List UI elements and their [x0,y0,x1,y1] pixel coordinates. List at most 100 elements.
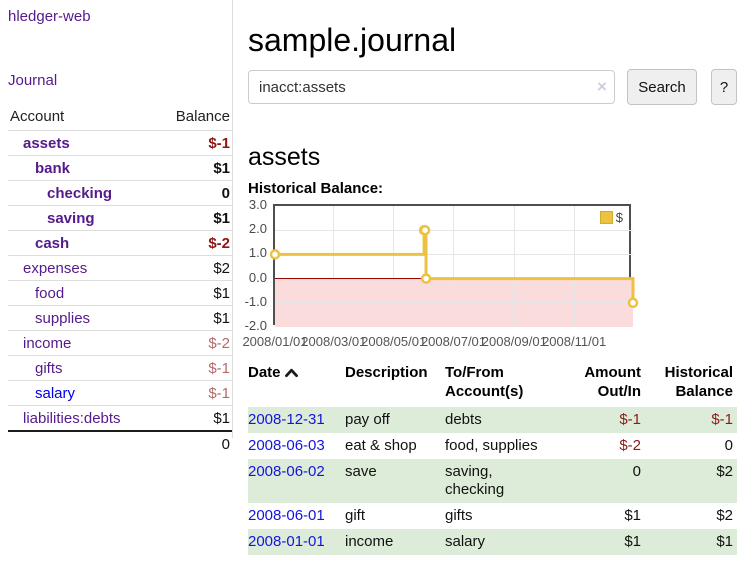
grid-vline [333,206,335,327]
account-link-salary[interactable]: salary [35,385,76,402]
chart-title: Historical Balance: [248,180,384,197]
transaction-balance-cell: $1 [645,529,737,555]
account-balance: $1 [213,210,230,227]
y-axis-tick-label: 3.0 [248,197,267,212]
sidebar-item-journal[interactable]: Journal [8,72,58,89]
transaction-accounts-cell: gifts [445,507,473,524]
transaction-date-link-cell: 2008-01-01 [248,529,345,555]
sort-ascending-icon [284,368,298,378]
transaction-date-link-cell: 2008-06-03 [248,433,345,459]
transaction-amount-cell: $-2 [619,437,641,454]
account-balance: 0 [221,185,230,202]
data-point-marker [269,249,281,260]
account-balance: $-1 [208,385,230,402]
transaction-description-cell: save [345,459,445,503]
historical-balance-chart: 3.0 2.0 1.0 0.0 -1.0 -2.0 2008/01/01 2008/03/01… [242,197,639,349]
account-row: gifts $-1 [8,355,232,380]
account-balance: $2 [213,260,230,277]
grid-hline [275,229,633,231]
account-row: food $1 [8,280,232,305]
transaction-amount-cell: $-1 [553,407,645,433]
grid-vline [513,206,515,327]
account-link-gifts[interactable]: gifts [35,360,63,377]
search-button[interactable]: Search [627,69,697,105]
clear-search-icon[interactable]: × [597,77,607,96]
transaction-date-link-cell: 2008-12-31 [248,407,345,433]
column-header-description: Description [345,364,428,381]
grid-hline [275,302,633,304]
register-row: 2008-01-01 income salary $1 $1 [248,529,737,555]
transaction-description-cell: pay off [345,407,445,433]
transaction-balance-cell: 0 [724,437,733,454]
account-link-cash[interactable]: cash [35,235,70,252]
x-axis-tick-label: 2008/05/01 [361,334,427,349]
account-link-bank[interactable]: bank [35,160,71,177]
transaction-balance-cell: $2 [716,507,733,524]
account-row: saving $1 [8,205,232,230]
transaction-amount-cell: 0 [553,459,645,503]
transaction-date-link-cell: 2008-06-01 [248,503,345,529]
account-link-income[interactable]: income [23,335,72,352]
transaction-description-cell: eat & shop [345,437,417,454]
brand-link[interactable]: hledger-web [8,8,91,25]
search-input[interactable] [248,70,615,104]
accounts-total-value: 0 [221,436,230,453]
help-button[interactable]: ? [711,69,737,105]
y-axis-tick-label: 1.0 [248,245,267,261]
account-link-checking[interactable]: checking [47,185,113,202]
transaction-date-link-cell: 2008-06-02 [248,459,345,503]
transaction-accounts-cell: debts [445,407,553,433]
account-link-liabilities-debts[interactable]: liabilities:debts [23,410,121,427]
transaction-date-link[interactable]: 2008-06-02 [248,463,325,480]
register-row: 2008-06-02 save saving, checking 0 $2 [248,459,737,503]
transaction-date-link[interactable]: 2008-06-03 [248,437,325,454]
account-column-header: Account [10,108,65,125]
transaction-amount-cell: $1 [624,507,641,524]
x-axis-tick-label: 2008/03/01 [301,334,367,349]
transaction-accounts-cell: salary [445,529,553,555]
account-balance: $1 [213,310,230,327]
transaction-description-cell: income [345,529,445,555]
grid-vline [453,206,454,327]
account-row: liabilities:debts $1 [8,405,232,430]
sidebar: hledger-web Journal Account Balance asse… [0,0,232,582]
account-heading: assets [248,142,321,171]
transaction-date-link[interactable]: 2008-12-31 [248,411,325,428]
account-balance: $-2 [208,235,230,252]
y-axis-tick-label: 0.0 [248,269,267,285]
balance-column-header: Balance [175,108,230,125]
accounts-balance-table: Account Balance assets $-1 bank $1 checking 0… [8,104,232,456]
legend-label: $ [615,210,623,225]
grid-vline [573,206,575,327]
account-balance: $1 [213,160,230,177]
account-link-food[interactable]: food [35,285,65,302]
transaction-date-link[interactable]: 2008-01-01 [248,533,325,550]
register-row: 2008-06-01 gift gifts $1 $2 [248,503,737,529]
y-axis-tick-label: -1.0 [244,293,267,309]
account-balance: $-2 [208,335,230,352]
page-title: sample.journal [248,22,457,59]
grid-hline [275,253,633,255]
account-row: expenses $2 [8,255,232,280]
account-link-assets[interactable]: assets [23,135,70,152]
accounts-total-row: 0 [8,430,232,456]
account-link-saving[interactable]: saving [47,210,95,227]
transaction-description-cell: gift [345,507,366,524]
account-balance: $-1 [208,135,230,152]
transaction-amount-cell: $1 [553,529,645,555]
x-axis-tick-label: 2008/01/01 [242,334,308,349]
y-axis-tick-label: 2.0 [248,221,267,237]
register-row: 2008-12-31 pay off debts $-1 $-1 [248,407,737,433]
account-link-expenses[interactable]: expenses [23,260,88,277]
account-row: cash $-2 [8,230,232,255]
account-balance: $1 [213,285,230,302]
transaction-date-link[interactable]: 2008-06-01 [248,507,325,524]
account-link-supplies[interactable]: supplies [35,310,91,327]
balance-series-line [269,224,639,309]
account-balance: $1 [213,410,230,427]
account-row: bank $1 [8,155,232,180]
column-header-date[interactable]: Date [248,361,345,407]
transaction-accounts-cell: food, supplies [445,437,538,454]
y-axis-tick-label: -2.0 [244,318,267,333]
